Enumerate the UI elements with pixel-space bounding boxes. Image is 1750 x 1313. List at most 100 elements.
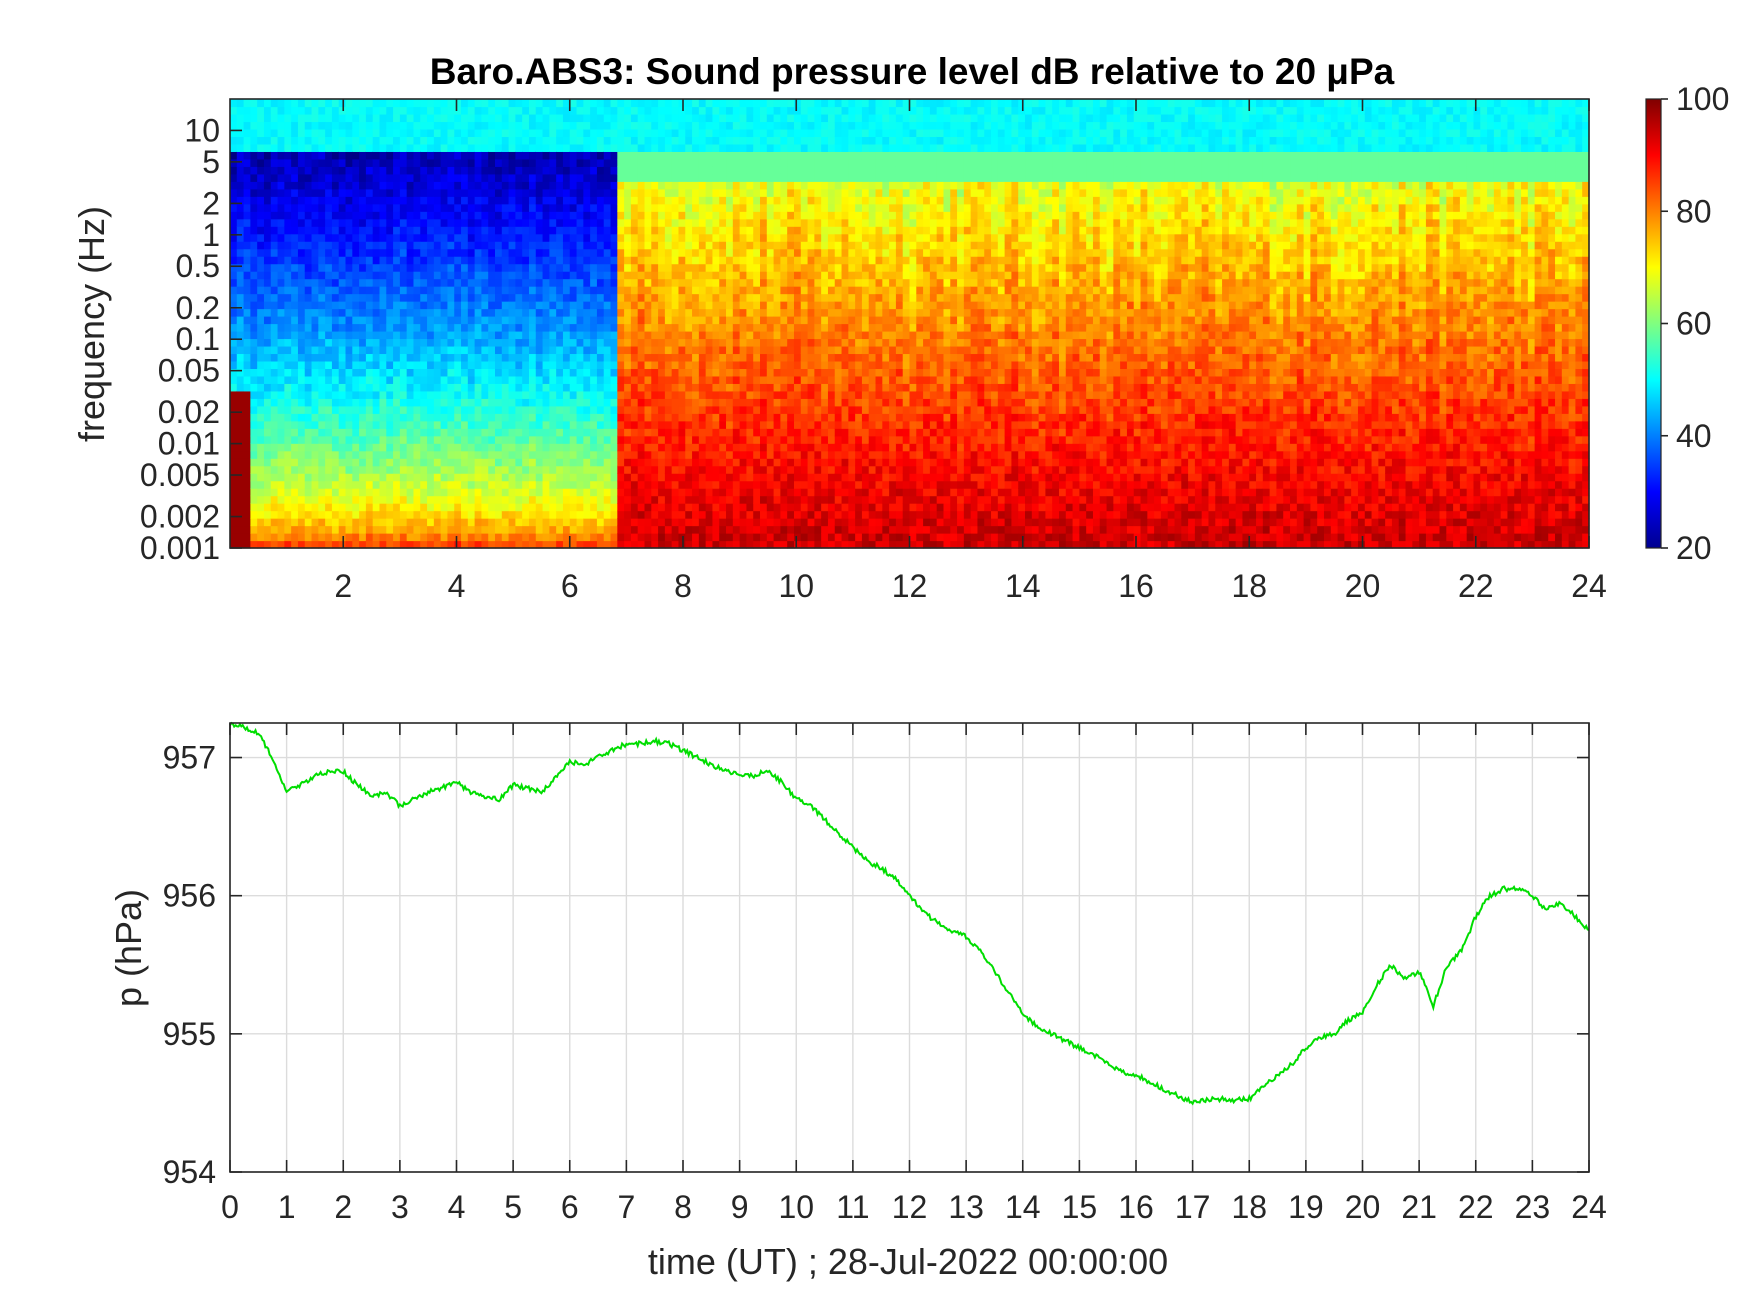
spectrogram-cell (787, 398, 795, 407)
spectrogram-cell (746, 211, 754, 220)
spectrogram-cell (413, 510, 421, 519)
spectrogram-cell (311, 345, 319, 355)
spectrogram-cell (284, 166, 292, 175)
spectrogram-cell (461, 398, 469, 407)
spectrogram-cell (291, 166, 299, 175)
spectrogram-cell (732, 263, 741, 272)
spectrogram-cell (726, 136, 734, 145)
spectrogram-cell (596, 405, 605, 414)
spectrogram-cell (474, 428, 483, 437)
spectrogram-cell (651, 293, 659, 302)
spectrogram-cell (481, 458, 489, 467)
spectrogram-cell (284, 316, 292, 325)
spectrogram-cell (386, 143, 394, 152)
spectrogram-cell (562, 435, 571, 444)
spectrogram-cell (365, 525, 374, 534)
spectrogram-cell (671, 405, 680, 414)
spectrogram-cell (372, 353, 381, 362)
spectrogram-cell (610, 248, 618, 257)
spectrogram-cell (413, 256, 421, 265)
spectrogram-cell (243, 435, 251, 444)
spectrogram-cell (331, 286, 340, 295)
spectrogram-cell (549, 151, 557, 160)
spectrogram-cell (596, 495, 605, 504)
spectrogram-cell (318, 308, 326, 317)
spectrogram-cell (427, 233, 435, 242)
spectrogram-cell (542, 293, 550, 302)
spectrogram-cell (433, 293, 442, 302)
spectrogram-cell (433, 458, 442, 467)
spectrogram-cell (447, 241, 455, 250)
spectrogram-cell (664, 128, 673, 138)
spectrogram-cell (787, 458, 795, 467)
spectrogram-cell (515, 263, 523, 272)
spectrogram-cell (590, 488, 598, 497)
spectrogram-cell (685, 330, 693, 340)
spectrogram-cell (236, 330, 245, 340)
spectrogram-cell (433, 218, 442, 227)
spectrogram-cell (522, 420, 530, 429)
spectrogram-cell (481, 316, 489, 325)
spectrogram-cell (678, 338, 686, 347)
spectrogram-cell (692, 353, 700, 362)
spectrogram-cell (365, 113, 374, 123)
spectrogram-cell (284, 450, 292, 459)
spectrogram-cell (393, 248, 401, 257)
spectrogram-cell (692, 278, 700, 287)
spectrogram-cell (284, 368, 292, 377)
spectrogram-cell (753, 99, 761, 108)
spectrogram-cell (726, 181, 734, 190)
spectrogram-cell (386, 248, 394, 257)
spectrogram-cell (569, 435, 578, 444)
spectrogram-cell (685, 533, 693, 542)
spectrogram-cell (508, 99, 516, 108)
spectrogram-cell (719, 218, 727, 227)
spectrogram-cell (277, 353, 285, 362)
spectrogram-cell (528, 360, 537, 369)
spectrogram-cell (420, 450, 428, 459)
spectrogram-cell (406, 495, 415, 504)
spectrogram-cell (263, 533, 272, 542)
spectrogram-cell (624, 136, 632, 145)
spectrogram-cell (501, 480, 510, 489)
spectrogram-cell (787, 338, 795, 347)
spectrogram-cell (719, 533, 727, 542)
spectrogram-cell (515, 106, 523, 115)
spectrogram-cell (698, 428, 707, 437)
spectrogram-cell (467, 480, 476, 489)
spectrogram-cell (664, 525, 673, 534)
spectrogram-cell (331, 278, 340, 287)
spectrogram-cell (746, 518, 754, 527)
spectrogram-cell (671, 263, 680, 272)
spectrogram-cell (542, 360, 550, 369)
spectrogram-cell (719, 203, 727, 212)
spectrogram-cell (474, 503, 483, 512)
spectrogram-cell (365, 121, 374, 130)
spectrogram-cell (338, 368, 347, 377)
spectrogram-cell (386, 188, 394, 197)
spectrogram-cell (528, 368, 537, 377)
spectrogram-cell (596, 503, 605, 512)
spectrogram-cell (630, 99, 639, 108)
spectrogram-cell (651, 323, 659, 332)
spectrogram-cell (576, 226, 584, 235)
spectrogram-cell (447, 338, 455, 347)
spectrogram-cell (230, 271, 238, 280)
spectrogram-cell (746, 360, 754, 369)
spectrogram-cell (406, 338, 415, 347)
spectrogram-cell (345, 450, 353, 459)
spectrogram-cell (393, 390, 401, 399)
spectrogram-cell (658, 286, 666, 295)
spectrogram-cell (739, 480, 748, 489)
spectrogram-cell (406, 465, 415, 474)
spectrogram-cell (488, 345, 496, 355)
spectrogram-cell (644, 360, 652, 369)
spectrogram-cell (501, 248, 510, 257)
spectrogram-cell (671, 233, 680, 242)
spectrogram-cell (454, 353, 462, 362)
spectrogram-cell (338, 488, 347, 497)
spectrogram-cell (746, 405, 754, 414)
spectrogram-cell (250, 510, 258, 519)
spectrogram-cell (698, 136, 707, 145)
spectrogram-cell (481, 271, 489, 280)
